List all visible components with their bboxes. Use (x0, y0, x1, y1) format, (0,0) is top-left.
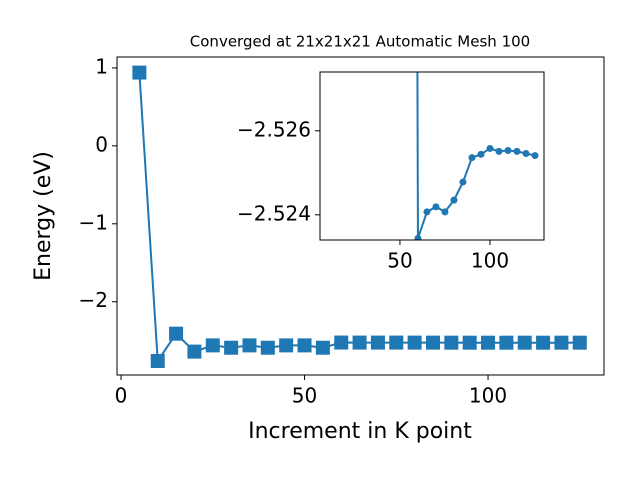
data-point (352, 335, 367, 350)
plot-group (414, 72, 539, 240)
data-point (481, 335, 496, 350)
data-point (522, 149, 530, 157)
data-point (486, 144, 494, 152)
data-point (513, 147, 521, 155)
data-point (499, 335, 514, 350)
data-point (554, 335, 569, 350)
y-tick-label: 1 (95, 54, 108, 78)
x-tick-label: 0 (115, 384, 128, 408)
x-tick-label: 50 (292, 384, 317, 408)
y-axis-label: Energy (eV) (31, 151, 56, 281)
data-point (477, 150, 485, 158)
x-tick-label: 50 (387, 249, 412, 273)
data-point (279, 338, 294, 353)
data-point (504, 147, 512, 155)
x-tick-label: 100 (471, 249, 509, 273)
chart-title: Converged at 21x21x21 Automatic Mesh 100 (190, 33, 530, 51)
y-tick-label: −1 (79, 210, 108, 234)
data-point (536, 335, 551, 350)
data-point (441, 208, 449, 216)
data-point (495, 147, 503, 155)
data-point (450, 196, 458, 204)
data-point (297, 338, 312, 353)
data-point (423, 208, 431, 216)
data-point (224, 340, 239, 355)
data-point (150, 353, 165, 368)
axes-frame (116, 56, 605, 376)
data-point (242, 338, 257, 353)
y-tick-label: 0 (95, 132, 108, 156)
data-point (425, 335, 440, 350)
data-point (407, 335, 422, 350)
y-tick-label: −2.526 (237, 117, 311, 141)
data-point (205, 338, 220, 353)
data-point (370, 335, 385, 350)
data-point (132, 65, 147, 80)
plot-area (320, 72, 544, 240)
data-point (444, 335, 459, 350)
data-point (468, 154, 476, 162)
data-point (334, 335, 349, 350)
data-point (459, 178, 467, 186)
data-point (462, 335, 477, 350)
data-point (169, 326, 184, 341)
data-point (572, 335, 587, 350)
data-point (432, 203, 440, 211)
y-tick-label: −2.524 (237, 201, 311, 225)
x-tick-label: 100 (469, 384, 507, 408)
x-axis-label: Increment in K point (248, 419, 472, 444)
data-point (187, 344, 202, 359)
plot-group (132, 65, 587, 368)
y-tick-label: −2 (79, 288, 108, 312)
data-point (389, 335, 404, 350)
data-point (260, 340, 275, 355)
data-point (517, 335, 532, 350)
axes-frame (319, 71, 545, 241)
data-point (414, 234, 422, 240)
data-point (315, 340, 330, 355)
data-point (531, 152, 539, 160)
